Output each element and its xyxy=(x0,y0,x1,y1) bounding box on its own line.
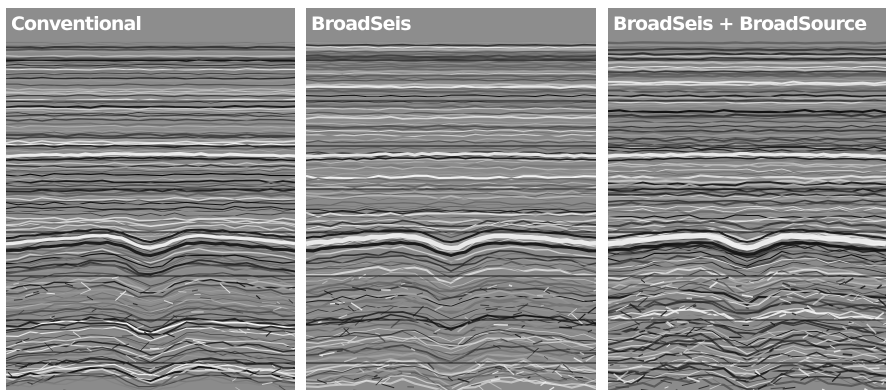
panel-title-broadseis-broadsource: BroadSeis + BroadSource xyxy=(608,8,886,41)
panel-title-broadseis: BroadSeis xyxy=(306,8,596,41)
seismic-panel-conventional: Conventional xyxy=(6,8,295,390)
seismic-image-broadseis xyxy=(306,8,596,390)
seismic-panel-broadseis-broadsource: BroadSeis + BroadSource xyxy=(608,8,886,390)
panel-title-conventional: Conventional xyxy=(6,8,295,41)
seismic-image-conventional xyxy=(6,8,295,390)
seismic-panel-broadseis: BroadSeis xyxy=(306,8,596,390)
seismic-image-broadseis-broadsource xyxy=(608,8,886,390)
